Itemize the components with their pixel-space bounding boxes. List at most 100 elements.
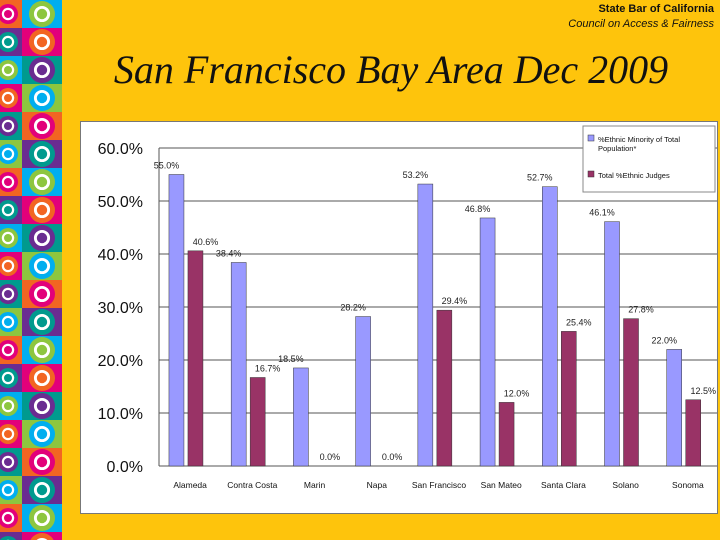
strip-circle-core [4, 10, 12, 18]
y-tick-label: 30.0% [98, 300, 143, 317]
data-label: 29.4% [442, 296, 468, 306]
bar-minority [479, 217, 496, 467]
category-label: San Mateo [481, 480, 522, 490]
strip-circle-core [4, 346, 12, 354]
strip-circle-core [4, 234, 12, 242]
legend-swatch-minority [587, 134, 595, 142]
category-label: Solano [612, 480, 639, 490]
y-tick-label: 20.0% [98, 353, 143, 370]
strip-tile [0, 532, 22, 540]
strip-circle [0, 536, 16, 540]
data-label: 0.0% [382, 452, 403, 462]
strip-circle-core [4, 486, 12, 494]
bars [168, 174, 701, 467]
category-label: Sonoma [672, 480, 704, 490]
category-label: Marin [304, 480, 326, 490]
strip-circle-core [4, 402, 12, 410]
strip-circle-core [36, 372, 48, 384]
data-label: 25.4% [566, 317, 592, 327]
strip-circle-core [36, 120, 48, 132]
data-label: 52.7% [527, 173, 553, 183]
strip-circle-core [36, 148, 48, 160]
data-label: 55.0% [154, 161, 180, 171]
strip-circle-core [4, 514, 12, 522]
bar-minority [230, 262, 247, 467]
strip-circle-core [36, 92, 48, 104]
organization-name: State Bar of California [598, 3, 714, 15]
strip-circle-core [4, 290, 12, 298]
bar-judges [187, 250, 204, 467]
strip-circle-core [4, 94, 12, 102]
y-axis: 0.0% 10.0% 20.0% 30.0% 40.0% 50.0% 60.0% [98, 141, 160, 476]
strip-circle-core [36, 512, 48, 524]
data-label: 46.8% [465, 204, 491, 214]
y-tick-label: 40.0% [98, 247, 143, 264]
category-label: Napa [367, 480, 388, 490]
strip-circle-core [4, 66, 12, 74]
strip-circle-core [4, 122, 12, 130]
slide-title: San Francisco Bay Area Dec 2009 [113, 47, 669, 92]
bar-chart: 0.0% 10.0% 20.0% 30.0% 40.0% 50.0% 60.0% 55.0%… [98, 125, 717, 490]
category-label: Santa Clara [541, 480, 586, 490]
legend-swatch-judges [587, 170, 595, 178]
strip-circle-core [36, 456, 48, 468]
data-label: 53.2% [403, 170, 429, 180]
data-label: 22.0% [651, 335, 677, 345]
strip-circle-core [36, 316, 48, 328]
data-label: 38.4% [216, 248, 242, 258]
strip-circle-core [36, 484, 48, 496]
bar-minority [417, 183, 434, 467]
y-tick-label: 0.0% [107, 459, 143, 476]
chart-panel: 0.0% 10.0% 20.0% 30.0% 40.0% 50.0% 60.0% 55.0%… [80, 121, 718, 514]
strip-circle-core [36, 260, 48, 272]
y-tick-label: 60.0% [98, 141, 143, 158]
bar-judges [249, 377, 266, 467]
strip-circle-core [4, 178, 12, 186]
bar-judges [561, 331, 577, 467]
strip-circle-core [4, 150, 12, 158]
bar-judges [498, 402, 515, 467]
bar-judges [436, 309, 453, 467]
bar-minority [355, 316, 371, 467]
category-label: Alameda [173, 480, 207, 490]
legend-label-judges: Total %Ethnic Judges [598, 171, 670, 180]
category-label: Contra Costa [227, 480, 277, 490]
y-tick-label: 10.0% [98, 406, 143, 423]
data-label: 12.0% [504, 388, 530, 398]
category-label: San Francisco [412, 480, 467, 490]
strip-circle-core [36, 64, 48, 76]
strip-circle [30, 533, 54, 540]
strip-circle-core [36, 232, 48, 244]
data-label: 28.2% [340, 303, 366, 313]
legend-box [582, 125, 716, 193]
strip-circle-core [4, 262, 12, 270]
strip-circle-core [36, 400, 48, 412]
data-label: 46.1% [589, 208, 615, 218]
strip-circle-core [36, 204, 48, 216]
strip-circle-core [36, 428, 48, 440]
strip-circle-core [4, 374, 12, 382]
strip-circle-core [36, 344, 48, 356]
strip-circle-core [4, 206, 12, 214]
strip-circle-core [4, 38, 12, 46]
data-label: 12.5% [690, 386, 716, 396]
data-labels: 55.0% 40.6%38.4% 16.7%18.5% 0.0% 28.2% 0.0% 53… [154, 161, 716, 463]
strip-circle-core [36, 36, 48, 48]
bar-minority [542, 186, 558, 467]
data-label: 16.7% [255, 363, 281, 373]
council-name: Council on Access & Fairness [568, 18, 714, 30]
strip-circle-core [4, 430, 12, 438]
strip-circle-core [36, 176, 48, 188]
decorative-circle-strip [0, 0, 62, 540]
legend: %Ethnic Minority of Total Population* Tot… [582, 125, 716, 193]
y-tick-label: 50.0% [98, 194, 143, 211]
bar-minority [168, 174, 185, 467]
strip-circle-ring [36, 537, 48, 540]
bar-judges [623, 318, 639, 467]
bar-minority [293, 367, 309, 467]
data-label: 18.5% [278, 354, 304, 364]
bar-minority [604, 221, 620, 467]
bar-judges [685, 399, 701, 467]
data-label: 40.6% [193, 237, 219, 247]
strip-circle-core [4, 458, 12, 466]
